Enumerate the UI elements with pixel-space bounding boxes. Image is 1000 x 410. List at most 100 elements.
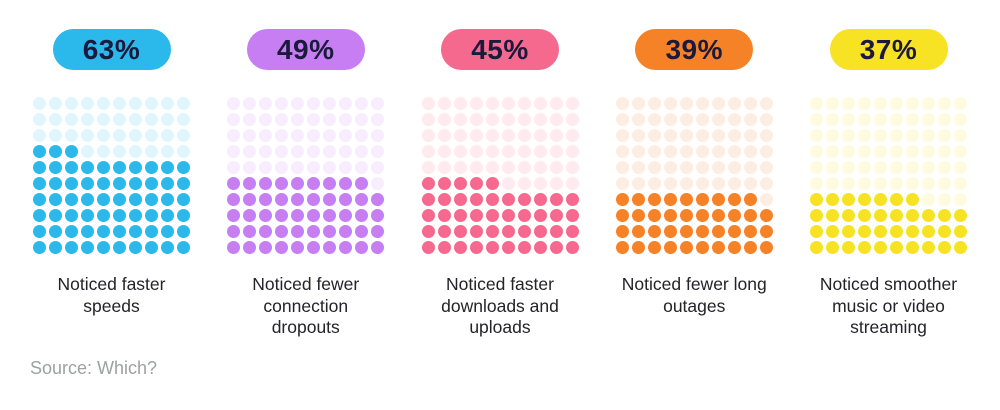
waffle-dot [97, 129, 110, 142]
waffle-dot [177, 225, 190, 238]
waffle-dot [679, 113, 693, 126]
waffle-dot [549, 225, 563, 238]
waffle-dot [307, 113, 321, 126]
waffle-dot [874, 241, 887, 254]
waffle-dot [227, 161, 241, 174]
waffle-dot [227, 113, 241, 126]
waffle-dot [469, 193, 483, 206]
waffle-dot [890, 145, 903, 158]
waffle-dot [858, 129, 871, 142]
percentage-badge: 63% [52, 29, 171, 70]
waffle-dot [259, 129, 273, 142]
waffle-dot [65, 177, 78, 190]
waffle-dot [615, 145, 629, 158]
waffle-dot [549, 145, 563, 158]
waffle-dot [81, 209, 94, 222]
waffle-dot [890, 97, 903, 110]
waffle-dot [826, 241, 839, 254]
waffle-dot [307, 129, 321, 142]
waffle-dot [437, 113, 451, 126]
waffle-dot [663, 161, 677, 174]
waffle-dot [938, 177, 951, 190]
waffle-grid [421, 97, 579, 254]
waffle-dot [307, 177, 321, 190]
waffle-dot [243, 193, 257, 206]
percentage-badge: 37% [829, 29, 948, 70]
waffle-dot [129, 113, 142, 126]
waffle-dot [453, 177, 467, 190]
waffle-dot [355, 97, 369, 110]
waffle-dot [663, 209, 677, 222]
waffle-dot [113, 209, 126, 222]
waffle-dot [161, 161, 174, 174]
waffle-dot [421, 209, 435, 222]
waffle-dot [421, 113, 435, 126]
waffle-dot [842, 97, 855, 110]
waffle-dot [421, 145, 435, 158]
waffle-dot [161, 145, 174, 158]
waffle-dot [565, 225, 579, 238]
waffle-dot [65, 97, 78, 110]
waffle-dot [145, 113, 158, 126]
waffle-dot [810, 225, 823, 238]
waffle-dot [323, 241, 337, 254]
waffle-dot [469, 161, 483, 174]
waffle-dot [874, 193, 887, 206]
waffle-dot [759, 209, 773, 222]
waffle-dot [339, 209, 353, 222]
waffle-dot [647, 113, 661, 126]
waffle-dot [65, 161, 78, 174]
waffle-dot [371, 129, 385, 142]
waffle-dot [501, 161, 515, 174]
waffle-dot [307, 241, 321, 254]
waffle-dot [727, 113, 741, 126]
waffle-dot [453, 225, 467, 238]
waffle-dot [275, 129, 289, 142]
waffle-dot [874, 129, 887, 142]
waffle-dot [291, 113, 305, 126]
chart-column-4: 39% Noticed fewer long outages [601, 0, 788, 339]
waffle-dot [631, 129, 645, 142]
waffle-dot [954, 225, 967, 238]
waffle-dot [307, 209, 321, 222]
waffle-dot [906, 161, 919, 174]
waffle-dot [469, 209, 483, 222]
waffle-dot [177, 113, 190, 126]
waffle-dot [421, 161, 435, 174]
waffle-dot [954, 241, 967, 254]
waffle-dot [874, 177, 887, 190]
waffle-dot [33, 177, 46, 190]
waffle-dot [842, 161, 855, 174]
waffle-dot [339, 161, 353, 174]
waffle-dot [858, 145, 871, 158]
waffle-dot [858, 209, 871, 222]
waffle-dot [421, 177, 435, 190]
waffle-dot [81, 161, 94, 174]
waffle-dot [161, 113, 174, 126]
waffle-dot [517, 177, 531, 190]
waffle-dot [177, 145, 190, 158]
waffle-dot [33, 241, 46, 254]
chart-column-3: 45% Noticed faster downloads and uploads [407, 0, 594, 339]
waffle-dot [113, 161, 126, 174]
waffle-dot [826, 225, 839, 238]
waffle-dot [631, 113, 645, 126]
waffle-dot [437, 129, 451, 142]
waffle-dot [371, 225, 385, 238]
waffle-dot [113, 113, 126, 126]
chart-column-5: 37% Noticed smoother music or video strea… [795, 0, 982, 339]
waffle-dot [259, 97, 273, 110]
waffle-dot [307, 97, 321, 110]
waffle-dot [97, 177, 110, 190]
waffle-dot [227, 145, 241, 158]
waffle-dot [549, 97, 563, 110]
waffle-dot [65, 225, 78, 238]
waffle-dot [177, 177, 190, 190]
waffle-dot [501, 145, 515, 158]
waffle-dot [259, 177, 273, 190]
waffle-dot [565, 97, 579, 110]
waffle-dot [549, 241, 563, 254]
waffle-dot [501, 177, 515, 190]
waffle-dot [65, 129, 78, 142]
